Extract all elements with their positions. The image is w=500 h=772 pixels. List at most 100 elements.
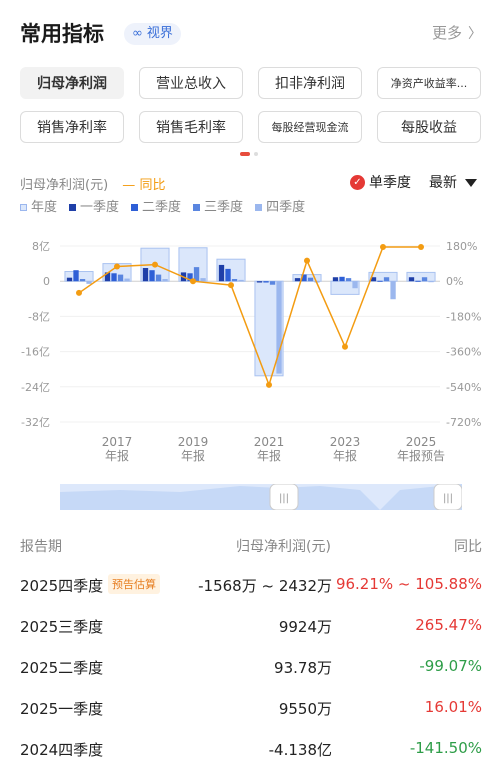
quarter-bar-q3 bbox=[155, 274, 162, 282]
quarter-bar-q1 bbox=[370, 277, 377, 282]
quarter-bar-q3 bbox=[345, 278, 352, 282]
single-season-toggle[interactable]: ✓ 单季度 bbox=[350, 172, 411, 192]
table-row[interactable]: 2024四季度 -4.138亿 -141.50% bbox=[20, 732, 482, 772]
y-tick-left: 8亿 bbox=[32, 240, 50, 253]
quarter-bar-q4 bbox=[352, 281, 358, 289]
quarter-bar-q4 bbox=[428, 281, 434, 283]
legend-q3: 三季度 bbox=[193, 196, 243, 215]
tab-net-profit[interactable]: 归母净利润 bbox=[20, 67, 124, 99]
row-value: -1568万 ~ 2432万 bbox=[198, 577, 332, 595]
yoy-point bbox=[76, 289, 82, 296]
y-tick-left: -16亿 bbox=[21, 346, 50, 359]
row-period: 2025三季度 bbox=[20, 618, 104, 636]
quarter-bar-q2 bbox=[111, 273, 117, 282]
slider-sparkline bbox=[60, 484, 462, 510]
tab-cashflow-per-share[interactable]: 每股经营现金流 bbox=[258, 111, 362, 143]
tab-net-margin[interactable]: 销售净利率 bbox=[20, 111, 124, 143]
table-row[interactable]: 2025四季度 预告估算 -1568万 ~ 2432万 96.21% ~ 105… bbox=[20, 568, 482, 608]
annual-bar bbox=[292, 274, 322, 282]
quarter-bar-q1 bbox=[66, 277, 73, 282]
row-yoy: -141.50% bbox=[409, 739, 482, 757]
table-row[interactable]: 2025一季度 9550万 16.01% bbox=[20, 691, 482, 731]
y-tick-right: -720% bbox=[446, 416, 481, 429]
table-row[interactable]: 2025二季度 93.78万 -99.07% bbox=[20, 650, 482, 690]
season-label: 单季度 bbox=[369, 175, 411, 191]
quarter-bar-q4 bbox=[276, 281, 282, 374]
quarter-bar-q2 bbox=[301, 274, 307, 282]
quarter-bar-q3 bbox=[231, 279, 238, 282]
header-yoy: 同比 bbox=[454, 539, 482, 555]
header-value: 归母净利润(元) bbox=[236, 539, 331, 555]
latest-dropdown[interactable]: 最新 bbox=[429, 172, 477, 192]
tab-gross-margin[interactable]: 销售毛利率 bbox=[139, 111, 243, 143]
annual-bar bbox=[406, 271, 436, 282]
yoy-point bbox=[380, 243, 386, 250]
yoy-label: 同比 bbox=[139, 178, 166, 193]
yoy-point bbox=[114, 263, 120, 270]
x-tick-year: 2025 bbox=[406, 435, 437, 449]
quarter-bar-q4 bbox=[390, 281, 396, 300]
quarter-bar-q2 bbox=[263, 281, 269, 283]
header-period: 报告期 bbox=[20, 539, 62, 555]
range-slider[interactable]: ||| ||| bbox=[60, 484, 462, 510]
quarter-bar-q1 bbox=[142, 268, 149, 282]
row-yoy: 265.47% bbox=[415, 616, 482, 634]
y-tick-right: -180% bbox=[446, 310, 481, 323]
quarter-bar-q2 bbox=[225, 268, 231, 282]
vision-badge[interactable]: ∞ 视界 bbox=[124, 23, 181, 45]
more-link[interactable]: 更多〉 bbox=[432, 22, 482, 43]
row-value: 9550万 bbox=[278, 700, 332, 718]
row-yoy: 16.01% bbox=[424, 698, 482, 716]
grip-icon: ||| bbox=[279, 493, 289, 504]
quarter-bar-q3 bbox=[307, 277, 314, 282]
infinity-icon: ∞ bbox=[132, 26, 143, 41]
y-tick-right: -360% bbox=[446, 346, 481, 359]
row-period: 2024四季度 bbox=[20, 741, 104, 759]
quarter-bar-q3 bbox=[383, 277, 390, 282]
page-title: 常用指标 bbox=[20, 22, 104, 46]
quarter-bar-q3 bbox=[117, 274, 124, 282]
quarter-bar-q1 bbox=[256, 281, 263, 283]
slider-handle-right[interactable] bbox=[433, 484, 462, 510]
y-tick-left: 0 bbox=[43, 275, 50, 288]
table-row[interactable]: 2025三季度 9924万 265.47% bbox=[20, 609, 482, 649]
y-tick-left: -24亿 bbox=[21, 381, 50, 394]
tab-deducted-profit[interactable]: 扣非净利润 bbox=[258, 67, 362, 99]
y-tick-right: -540% bbox=[446, 381, 481, 394]
annual-bar bbox=[368, 271, 398, 282]
quarter-bar-q2 bbox=[73, 270, 79, 282]
chevron-right-icon: 〉 bbox=[468, 26, 482, 42]
x-tick-sub: 年报 bbox=[333, 448, 357, 463]
row-period: 2025四季度 bbox=[20, 577, 104, 595]
yoy-line bbox=[78, 246, 421, 388]
yoy-point bbox=[304, 257, 310, 264]
tab-roe[interactable]: 净资产收益率... bbox=[377, 67, 481, 99]
quarter-bar-q2 bbox=[187, 273, 193, 282]
row-yoy: 96.21% ~ 105.88% bbox=[335, 575, 482, 593]
yoy-point bbox=[342, 343, 348, 350]
slider-handle-left[interactable] bbox=[269, 484, 299, 510]
tab-eps[interactable]: 每股收益 bbox=[377, 111, 481, 143]
quarter-bar-q2 bbox=[415, 280, 421, 282]
x-tick-sub: 年报 bbox=[181, 448, 205, 463]
quarter-bar-q3 bbox=[269, 281, 276, 285]
more-label: 更多 bbox=[431, 24, 462, 42]
y-tick-right: 0% bbox=[446, 275, 463, 288]
quarter-bar-q4 bbox=[162, 279, 168, 282]
y-tick-right: 180% bbox=[446, 240, 477, 253]
check-icon: ✓ bbox=[350, 174, 365, 190]
quarter-bar-q2 bbox=[339, 276, 345, 282]
tab-revenue[interactable]: 营业总收入 bbox=[139, 67, 243, 99]
quarter-bar-q2 bbox=[377, 280, 383, 282]
quarter-bar-q4 bbox=[200, 278, 206, 282]
indicator-dot-active bbox=[240, 152, 250, 156]
x-tick-year: 2021 bbox=[254, 435, 285, 449]
legend-q2: 二季度 bbox=[131, 196, 181, 215]
row-yoy: -99.07% bbox=[419, 657, 482, 675]
legend-annual: 年度 bbox=[20, 196, 57, 215]
yoy-legend: — 同比 bbox=[122, 178, 166, 193]
row-period: 2025一季度 bbox=[20, 700, 104, 718]
yoy-point bbox=[228, 282, 234, 289]
quarter-bar-q1 bbox=[294, 278, 301, 282]
row-value: -4.138亿 bbox=[268, 741, 332, 759]
